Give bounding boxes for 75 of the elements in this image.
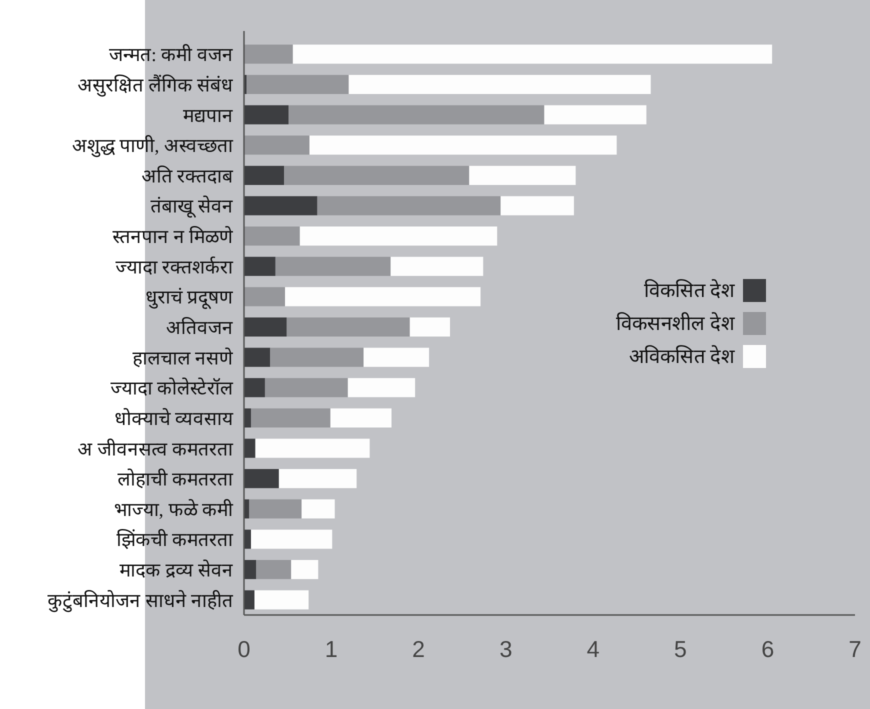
bar: [270, 348, 364, 367]
bar: [244, 105, 289, 124]
bar: [254, 590, 309, 610]
y-tick-label: तंबाखू सेवन: [150, 194, 233, 219]
y-tick-label: धोक्याचे व्यवसाय: [114, 406, 234, 430]
legend-label: अविकसित देश: [629, 345, 735, 368]
y-tick-label: ज्यादा कोलेस्टेरॉल: [110, 376, 234, 400]
legend-label: विकसित देश: [644, 279, 735, 302]
bar: [469, 166, 576, 185]
bar: [390, 256, 484, 276]
bar: [244, 287, 286, 306]
bar: [291, 560, 318, 580]
bar: [256, 560, 292, 580]
bar: [244, 196, 318, 216]
bar: [244, 590, 254, 610]
bar: [244, 469, 279, 488]
bar: [250, 530, 332, 549]
bar: [284, 166, 470, 185]
bar: [244, 136, 310, 155]
legend-label: विकसनशील देश: [616, 312, 735, 335]
x-tick-label: 3: [499, 636, 512, 662]
bar: [288, 105, 544, 124]
bar: [275, 256, 391, 276]
bar: [244, 44, 293, 64]
bar: [330, 408, 392, 428]
bar: [309, 136, 617, 155]
y-tick-label: जन्मत: कमी वजन: [109, 43, 233, 66]
y-tick-label: लोहाची कमतरता: [117, 468, 234, 491]
y-tick-label: अति रक्तदाब: [141, 164, 234, 188]
bar: [255, 438, 370, 458]
y-tick-label: अतिवजन: [166, 316, 233, 339]
y-tick-label: झिंकची कमतरता: [116, 528, 234, 552]
bar: [348, 378, 416, 398]
bar: [249, 499, 302, 518]
x-tick-label: 2: [412, 636, 425, 662]
x-tick-label: 6: [761, 636, 774, 662]
x-tick-label: 4: [586, 636, 600, 662]
bar: [244, 226, 300, 246]
bar: [246, 74, 349, 94]
bar: [250, 408, 330, 428]
bar: [410, 317, 450, 337]
bar: [292, 44, 772, 64]
bar: [244, 166, 284, 185]
y-tick-label: असुरक्षित लैंगिक संबंध: [78, 73, 233, 98]
y-tick-label: मादक द्रव्य सेवन: [120, 558, 233, 582]
bar: [300, 226, 498, 246]
y-tick-label: भाज्या, फळे कमी: [114, 498, 234, 521]
x-tick-label: 5: [674, 636, 687, 662]
x-tick-label: 1: [324, 636, 338, 662]
bar: [244, 560, 256, 580]
bar: [278, 469, 357, 488]
y-tick-label: स्तनपान न मिळणे: [112, 225, 233, 248]
y-tick-label: हालचाल नसणे: [132, 346, 233, 370]
bar: [244, 438, 256, 458]
bar: [500, 196, 574, 216]
x-tick-label: 0: [238, 636, 250, 662]
y-tick-label: मद्यपान: [183, 106, 233, 127]
y-tick-label: कुटुंबनियोजन साधने नाहीत: [48, 588, 234, 613]
y-tick-label: ज्यादा रक्तशर्करा: [115, 255, 234, 278]
x-tick-label: 7: [848, 636, 862, 662]
bar: [244, 348, 270, 367]
bar: [348, 74, 651, 94]
y-tick-label: अ जीवनसत्व कमतरता: [78, 437, 234, 460]
bar: [244, 317, 287, 337]
bar: [317, 196, 501, 216]
bar: [244, 378, 265, 398]
bar: [302, 499, 335, 518]
bar: [264, 378, 348, 398]
bar: [364, 348, 430, 367]
bar: [244, 256, 276, 276]
bar: [544, 105, 646, 124]
bar: [285, 287, 481, 306]
y-tick-label: धुराचं प्रदूषण: [145, 288, 233, 310]
bar: [286, 317, 410, 337]
y-tick-label: अशुद्ध पाणी, अस्वच्छता: [72, 134, 234, 158]
